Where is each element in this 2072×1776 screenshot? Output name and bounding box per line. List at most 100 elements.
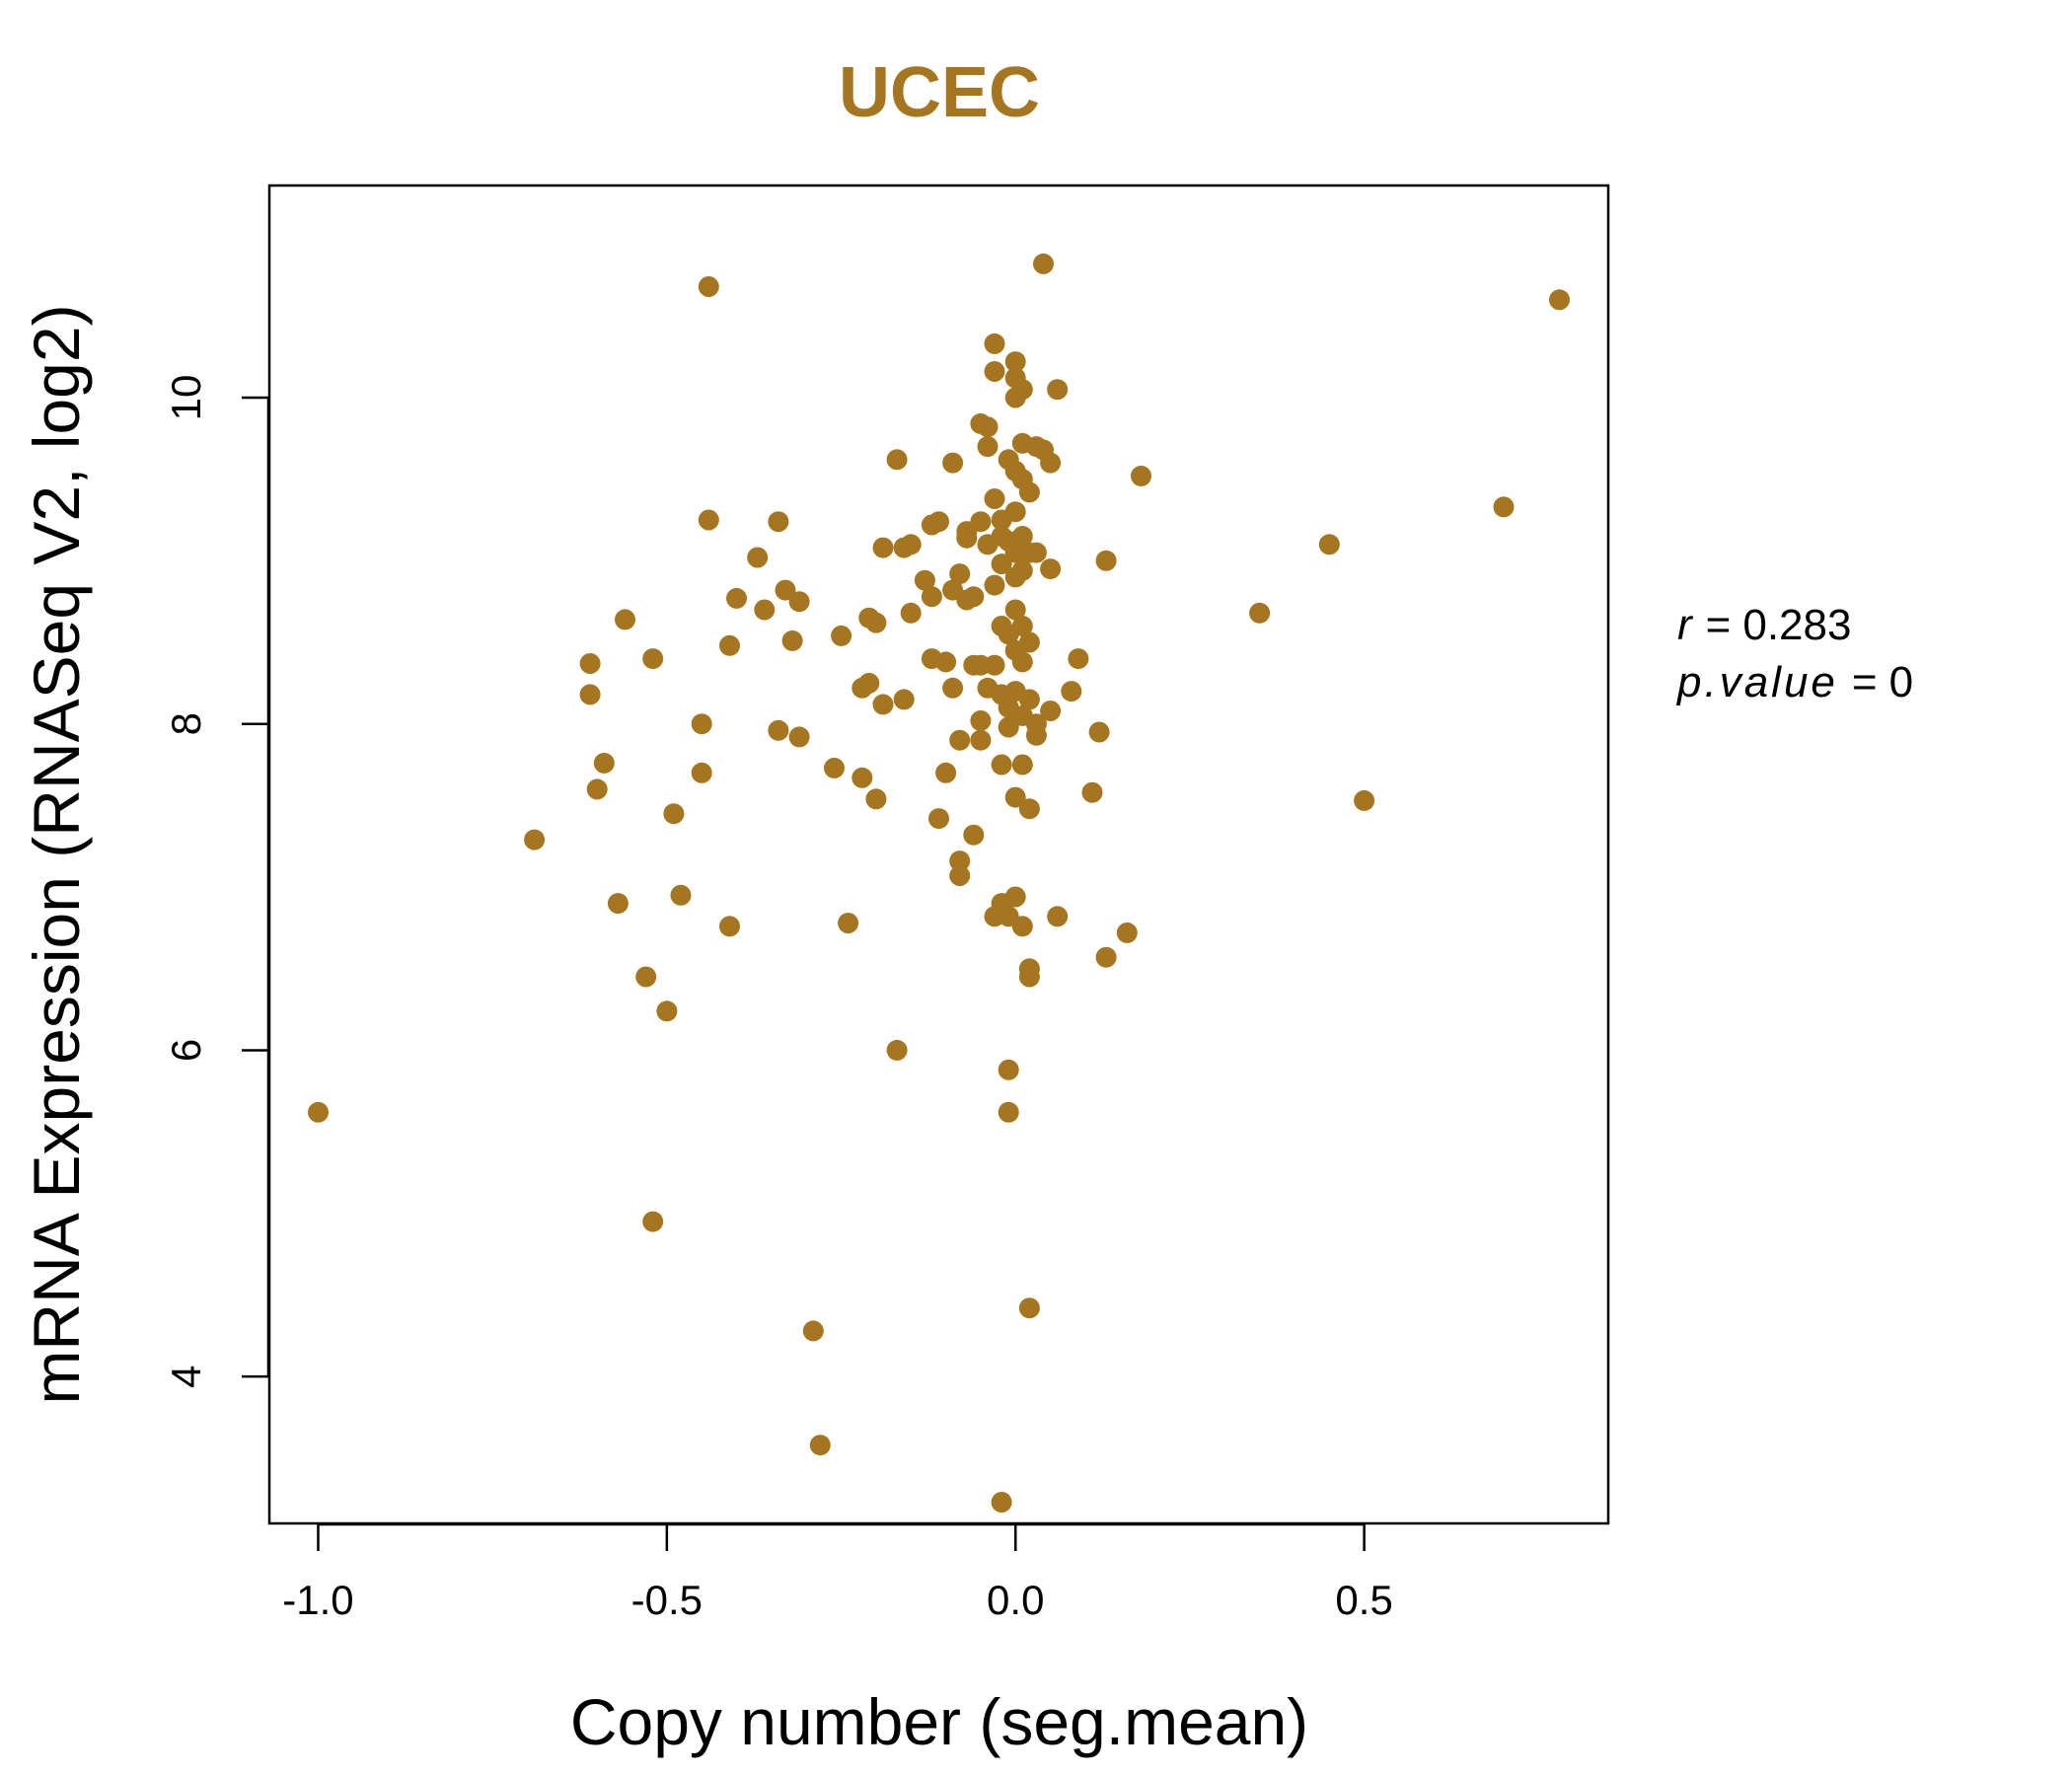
data-point	[1011, 754, 1033, 776]
data-point	[768, 719, 789, 741]
data-point	[1068, 648, 1089, 670]
data-point	[998, 716, 1019, 738]
data-point	[949, 851, 971, 872]
data-point	[719, 916, 740, 937]
data-point	[984, 488, 1005, 509]
data-point	[809, 1435, 831, 1456]
data-point	[1018, 689, 1040, 710]
data-point	[865, 612, 887, 633]
r-symbol: r	[1677, 601, 1694, 649]
data-point	[1018, 798, 1040, 820]
data-point	[858, 672, 880, 694]
y-tick-label: 8	[163, 712, 209, 735]
data-point	[1011, 526, 1033, 547]
y-axis: 4 6 8 10	[163, 375, 270, 1388]
data-point	[1011, 379, 1033, 401]
data-point	[1040, 701, 1062, 721]
data-point	[914, 569, 935, 591]
data-point	[984, 654, 1005, 676]
data-point	[1011, 559, 1033, 581]
data-point	[691, 713, 712, 735]
data-point	[1004, 786, 1026, 808]
p-value: 0	[1889, 658, 1913, 706]
data-point	[524, 829, 546, 851]
data-point	[1249, 602, 1271, 624]
data-point	[970, 709, 992, 731]
data-point	[1047, 906, 1069, 927]
data-point	[984, 361, 1005, 382]
data-point	[1318, 534, 1340, 555]
data-point	[900, 534, 922, 555]
plot-frame	[267, 184, 1610, 1525]
data-point	[970, 511, 992, 533]
data-point	[1493, 496, 1515, 518]
data-point	[1040, 558, 1062, 580]
r-value: 0.283	[1742, 601, 1851, 649]
data-point	[865, 788, 887, 810]
x-axis-label: Copy number (seg.mean)	[570, 1685, 1308, 1758]
data-point	[656, 1000, 678, 1022]
data-point	[949, 865, 971, 886]
data-point	[1047, 379, 1069, 401]
data-point	[1040, 452, 1062, 474]
data-point	[872, 537, 894, 558]
data-point	[719, 634, 740, 656]
data-point	[593, 752, 615, 774]
data-point	[1004, 501, 1026, 523]
data-point	[691, 762, 712, 783]
data-point	[670, 884, 692, 906]
data-point	[963, 586, 985, 608]
data-point	[991, 554, 1012, 575]
data-point	[1018, 631, 1040, 653]
data-point	[1018, 966, 1040, 988]
data-point	[935, 762, 957, 783]
data-point	[1354, 789, 1375, 811]
data-point	[579, 653, 601, 674]
data-point	[781, 629, 803, 651]
data-point	[788, 591, 810, 613]
data-point	[754, 599, 776, 621]
data-point	[998, 1059, 1019, 1080]
data-point	[838, 913, 859, 933]
data-point	[977, 436, 999, 458]
data-point	[1033, 253, 1054, 274]
data-point	[586, 778, 608, 800]
data-point	[1011, 651, 1033, 673]
data-point	[1088, 721, 1110, 743]
data-point	[984, 574, 1005, 596]
x-tick-label: -1.0	[282, 1577, 353, 1623]
data-point	[308, 1101, 329, 1123]
data-point	[900, 602, 922, 624]
p-symbol: p.value	[1675, 658, 1838, 706]
data-point	[998, 1101, 1019, 1123]
data-point	[747, 547, 769, 568]
data-point	[1025, 724, 1047, 746]
data-point	[1004, 886, 1026, 908]
data-point	[942, 452, 964, 474]
data-point	[1131, 465, 1151, 486]
data-point	[1081, 781, 1103, 803]
data-point	[698, 509, 719, 531]
data-point	[949, 729, 971, 751]
data-point	[1549, 289, 1570, 311]
data-point	[1061, 681, 1082, 703]
data-point	[963, 824, 985, 846]
data-point	[1018, 1297, 1040, 1319]
data-point	[851, 767, 873, 788]
data-point	[663, 803, 685, 825]
p-value-stat: p.value = 0	[1675, 658, 1913, 706]
x-tick-label: 0.5	[1335, 1577, 1392, 1623]
data-point	[991, 754, 1012, 776]
data-point	[942, 677, 964, 699]
y-tick-label: 10	[163, 375, 209, 421]
data-point	[928, 511, 949, 533]
correlation-stat: r = 0.283	[1677, 601, 1851, 649]
data-point	[1116, 922, 1138, 943]
data-point	[956, 527, 978, 549]
data-point	[579, 684, 601, 705]
data-point	[1025, 542, 1047, 563]
data-point	[977, 416, 999, 438]
data-point	[886, 449, 908, 471]
data-point	[775, 579, 796, 601]
